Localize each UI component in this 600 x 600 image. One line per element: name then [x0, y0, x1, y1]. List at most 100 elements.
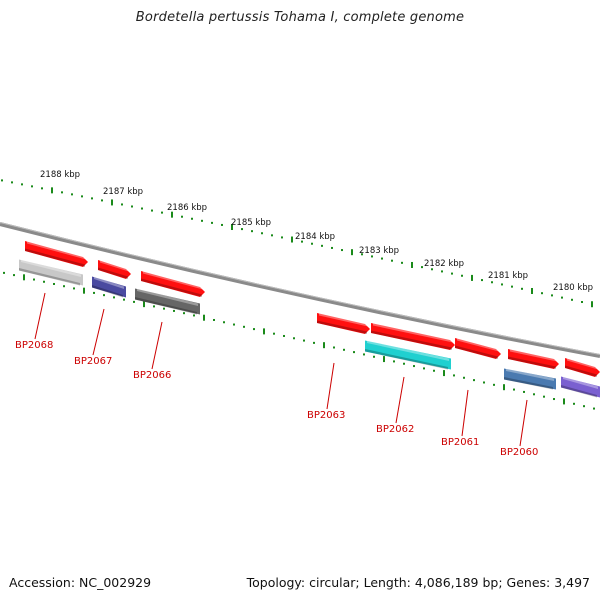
minor-tick: [481, 279, 483, 282]
major-tick: [323, 342, 325, 349]
forward-gene[interactable]: [455, 338, 501, 359]
major-tick: [531, 287, 533, 294]
minor-tick: [513, 388, 515, 391]
minor-tick: [141, 207, 143, 210]
minor-tick: [91, 197, 93, 200]
reverse-strand-genes: [19, 259, 600, 398]
reverse-gene-bp2066[interactable]: [135, 288, 200, 315]
major-tick: [291, 236, 293, 243]
leader-line: [326, 362, 335, 410]
major-tick: [443, 370, 445, 377]
gene-label-bp2063[interactable]: BP2063: [307, 410, 345, 421]
major-tick: [503, 384, 505, 391]
minor-tick: [533, 393, 535, 396]
minor-tick: [373, 355, 375, 358]
scale-label: 2184 kbp: [295, 232, 335, 242]
minor-tick: [413, 365, 415, 368]
minor-tick: [371, 255, 373, 258]
minor-tick: [333, 346, 335, 349]
minor-tick: [153, 305, 155, 308]
gene-label-bp2066[interactable]: BP2066: [133, 370, 171, 381]
minor-tick: [423, 367, 425, 370]
minor-tick: [233, 323, 235, 326]
minor-tick: [163, 307, 165, 310]
minor-tick: [353, 351, 355, 354]
minor-tick: [61, 191, 63, 194]
minor-tick: [13, 274, 15, 277]
minor-tick: [133, 300, 135, 303]
scale-label: 2187 kbp: [103, 187, 143, 197]
minor-tick: [321, 244, 323, 247]
forward-gene[interactable]: [371, 323, 455, 350]
minor-tick: [501, 283, 503, 286]
minor-tick: [213, 318, 215, 321]
major-tick: [203, 314, 205, 321]
minor-tick: [113, 296, 115, 299]
major-tick: [263, 328, 265, 335]
minor-tick: [303, 339, 305, 342]
minor-tick: [441, 270, 443, 273]
minor-tick: [271, 234, 273, 237]
leader-line: [92, 308, 105, 356]
minor-tick: [251, 230, 253, 233]
leader-line: [395, 376, 405, 424]
gene-label-bp2067[interactable]: BP2067: [74, 356, 112, 367]
major-tick: [563, 398, 565, 405]
minor-tick: [261, 232, 263, 235]
gene-label-bp2060[interactable]: BP2060: [500, 447, 538, 458]
minor-tick: [223, 321, 225, 324]
minor-tick: [541, 292, 543, 295]
major-tick: [23, 274, 25, 281]
minor-tick: [253, 328, 255, 331]
minor-tick: [551, 294, 553, 297]
minor-tick: [243, 325, 245, 328]
reverse-gene-bp2062[interactable]: [365, 340, 451, 370]
minor-tick: [43, 280, 45, 283]
minor-tick: [121, 203, 123, 206]
forward-gene[interactable]: [317, 313, 370, 334]
minor-tick: [461, 274, 463, 277]
forward-gene[interactable]: [508, 349, 559, 369]
minor-tick: [273, 332, 275, 335]
scale-label: 2186 kbp: [167, 203, 207, 213]
gene-labels: BP2068 BP2067 BP2066 BP2063 BP2062 BP2061 BP20…: [15, 292, 538, 458]
minor-tick: [311, 242, 313, 245]
minor-tick: [33, 278, 35, 281]
major-tick: [83, 287, 85, 294]
minor-tick: [161, 211, 163, 214]
forward-gene[interactable]: [565, 358, 600, 377]
scale-labels: 2188 kbp 2187 kbp 2186 kbp 2185 kbp 2184 kbp…: [40, 170, 593, 293]
major-tick: [171, 211, 173, 218]
scale-label: 2185 kbp: [231, 218, 271, 228]
minor-tick: [21, 183, 23, 186]
minor-tick: [183, 312, 185, 315]
forward-gene[interactable]: [98, 260, 131, 279]
reverse-gene-bp2060[interactable]: [504, 368, 556, 390]
gene-label-bp2068[interactable]: BP2068: [15, 340, 53, 351]
minor-tick: [101, 199, 103, 202]
minor-tick: [421, 266, 423, 269]
leader-line: [519, 399, 528, 447]
reverse-gene-bp2067[interactable]: [92, 276, 126, 298]
minor-tick: [483, 381, 485, 384]
minor-tick: [393, 360, 395, 363]
minor-tick: [123, 298, 125, 301]
gene-label-bp2062[interactable]: BP2062: [376, 424, 414, 435]
reverse-gene-bp2068[interactable]: [19, 259, 83, 286]
leader-line: [34, 292, 46, 340]
minor-tick: [523, 390, 525, 393]
forward-gene[interactable]: [25, 241, 88, 267]
gene-label-bp2061[interactable]: BP2061: [441, 437, 479, 448]
reverse-gene-partial[interactable]: [561, 376, 600, 398]
minor-tick: [71, 193, 73, 196]
minor-tick: [93, 291, 95, 294]
genome-backbone: [0, 222, 600, 358]
forward-gene[interactable]: [141, 271, 205, 297]
minor-tick: [511, 285, 513, 288]
minor-tick: [191, 217, 193, 220]
minor-tick: [131, 205, 133, 208]
minor-tick: [103, 294, 105, 297]
major-tick: [143, 301, 145, 308]
major-tick: [411, 261, 413, 268]
